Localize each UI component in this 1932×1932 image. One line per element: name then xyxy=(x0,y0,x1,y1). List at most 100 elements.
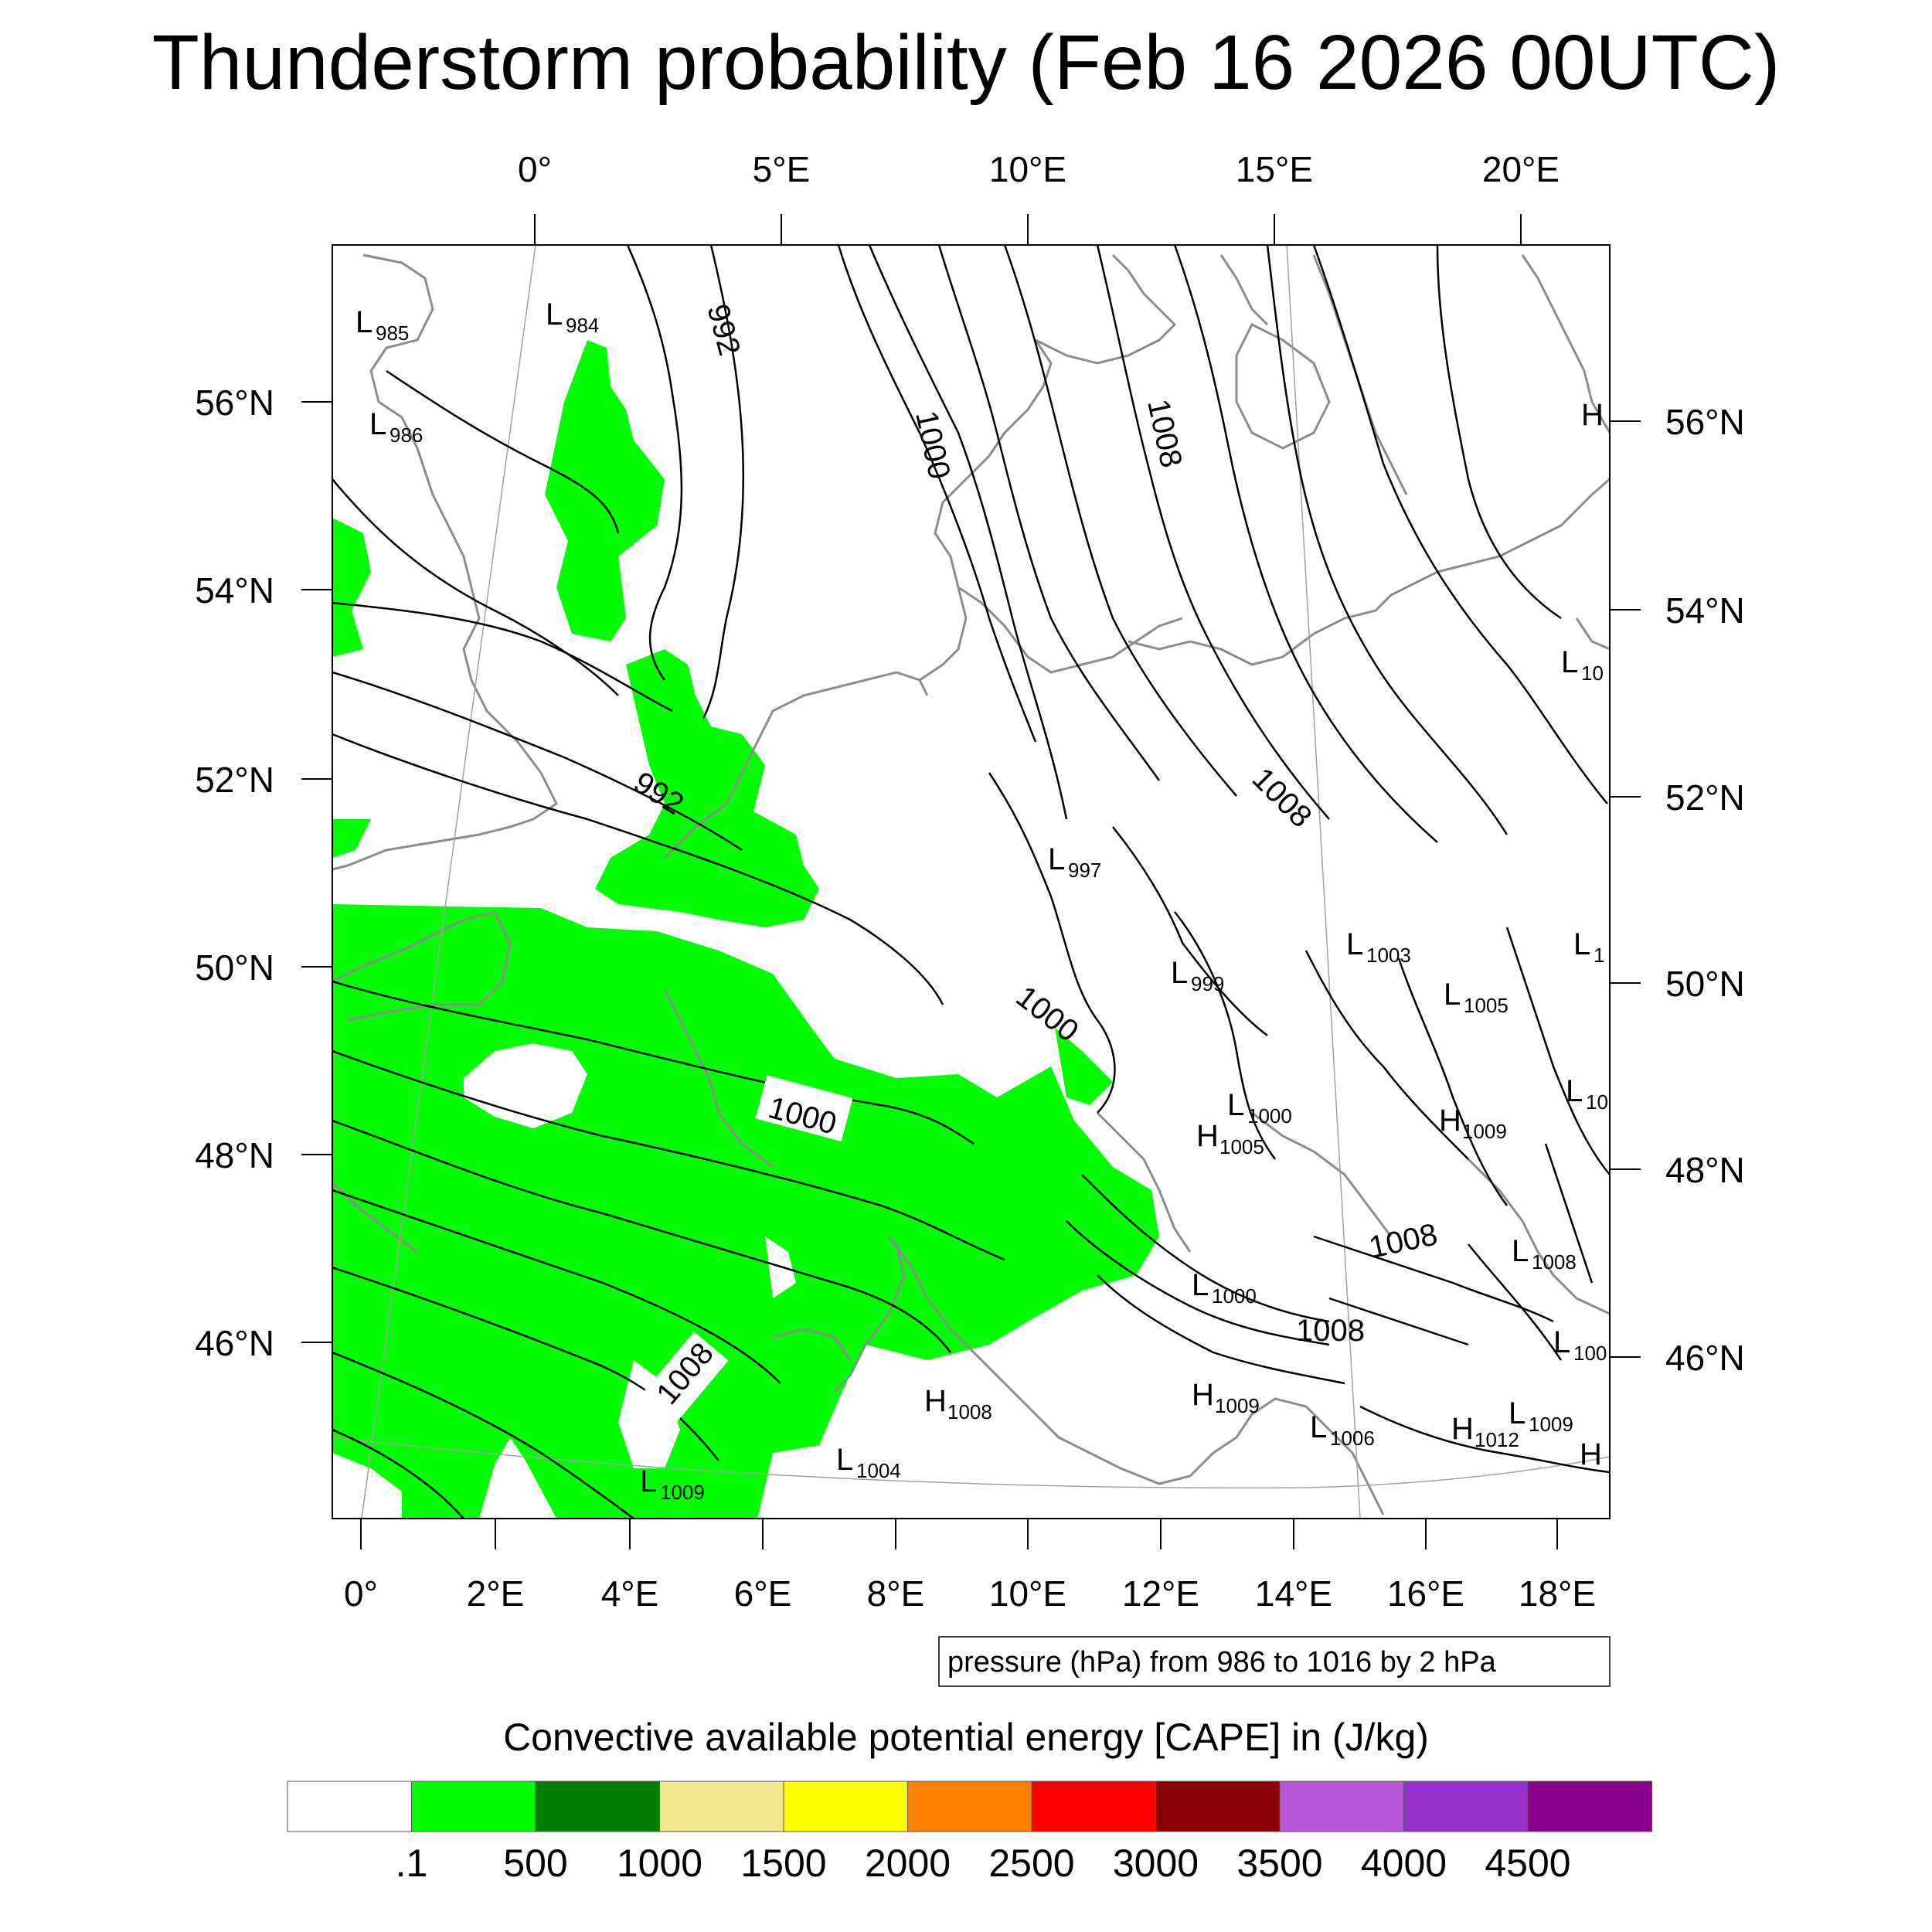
svg-text:1000: 1000 xyxy=(1212,1284,1257,1308)
legend-label: 3000 xyxy=(1113,1842,1199,1885)
svg-text:L: L xyxy=(1512,1234,1529,1268)
right-lat-label: 52°N xyxy=(1665,777,1745,818)
legend-label: 4000 xyxy=(1361,1842,1447,1885)
left-lat-labels: 56°N 54°N 52°N 50°N 48°N 46°N xyxy=(195,383,274,1363)
right-lat-labels: 56°N 54°N 52°N 50°N 48°N 46°N xyxy=(1665,402,1745,1378)
legend-label: .1 xyxy=(396,1842,428,1885)
svg-text:10: 10 xyxy=(1581,662,1604,685)
left-lat-label: 46°N xyxy=(195,1323,274,1363)
bottom-lon-label: 10°E xyxy=(989,1573,1066,1614)
svg-text:L: L xyxy=(546,298,563,332)
bottom-lon-label: 0° xyxy=(344,1573,378,1614)
pressure-center: H 1012 xyxy=(1451,1412,1519,1451)
bottom-lon-label: 2°E xyxy=(467,1573,525,1614)
svg-text:L: L xyxy=(1553,1325,1570,1359)
svg-text:984: 984 xyxy=(566,314,599,337)
legend-label: 1500 xyxy=(740,1842,826,1885)
pressure-center: L 100 xyxy=(1553,1325,1607,1365)
contour-info-box: pressure (hPa) from 986 to 1016 by 2 hPa xyxy=(938,1636,1611,1687)
svg-text:1009: 1009 xyxy=(1215,1394,1260,1417)
left-lat-label: 52°N xyxy=(195,760,274,800)
legend-swatch xyxy=(1403,1781,1529,1832)
svg-text:1009: 1009 xyxy=(1529,1413,1573,1436)
pressure-center: L 985 xyxy=(355,305,409,345)
pressure-center: L 10 xyxy=(1561,645,1604,685)
svg-text:1008: 1008 xyxy=(947,1400,992,1423)
svg-text:H: H xyxy=(1451,1412,1474,1446)
pressure-center: L 997 xyxy=(1048,842,1101,882)
legend-label: 2000 xyxy=(865,1842,951,1885)
svg-text:L: L xyxy=(1566,1074,1583,1108)
legend-swatch xyxy=(659,1781,784,1832)
pressure-center: H 1005 xyxy=(1196,1119,1264,1158)
svg-text:H: H xyxy=(1580,1437,1602,1471)
svg-text:1006: 1006 xyxy=(1330,1427,1375,1450)
svg-text:H: H xyxy=(924,1384,947,1418)
map-panel: 0° 5°E 10°E 15°E 20°E 0° 2°E 4°E 6°E 8°E… xyxy=(195,149,1745,1614)
pressure-center: L 1000 xyxy=(1227,1088,1292,1128)
pressure-center: L 1004 xyxy=(836,1443,901,1482)
svg-text:1005: 1005 xyxy=(1219,1135,1264,1158)
svg-text:100: 100 xyxy=(1573,1342,1607,1365)
cape-gaps xyxy=(332,1043,796,1519)
pressure-center: H 1008 xyxy=(924,1384,992,1423)
map-title: Thunderstorm probability (Feb 16 2026 00… xyxy=(152,19,1781,106)
isobar-label: 1008 xyxy=(1366,1217,1440,1265)
svg-text:L: L xyxy=(1509,1396,1526,1430)
legend-swatch xyxy=(1031,1781,1156,1832)
legend-label: 2500 xyxy=(988,1842,1074,1885)
graticule xyxy=(332,245,1610,1519)
bottom-lon-label: 16°E xyxy=(1387,1573,1464,1614)
svg-text:L: L xyxy=(1561,645,1578,679)
pressure-center: L 1005 xyxy=(1444,978,1509,1017)
svg-text:997: 997 xyxy=(1068,859,1101,882)
isobar-labels: 992 992 1000 1000 1000 1008 1008 1008 10… xyxy=(628,301,1440,1423)
bottom-ticks xyxy=(360,1519,1558,1549)
map-frame xyxy=(332,244,1611,1519)
legend-title: Convective available potential energy [C… xyxy=(503,1716,1429,1759)
left-lat-label: 54°N xyxy=(195,570,274,611)
svg-text:986: 986 xyxy=(389,423,423,447)
isobar-label: 1008 xyxy=(1141,396,1189,471)
svg-text:10: 10 xyxy=(1586,1090,1608,1114)
svg-text:L: L xyxy=(1048,842,1065,876)
right-lat-label: 56°N xyxy=(1665,402,1745,442)
svg-text:1012: 1012 xyxy=(1475,1428,1519,1451)
legend-label: 1000 xyxy=(617,1842,702,1885)
svg-text:L: L xyxy=(1227,1088,1244,1122)
legend-swatch xyxy=(287,1781,412,1832)
legend-label: 500 xyxy=(503,1842,567,1885)
pressure-center: L 10 xyxy=(1566,1074,1608,1114)
bottom-lon-label: 6°E xyxy=(734,1573,792,1614)
isobar-label: 1008 xyxy=(1296,1314,1365,1348)
svg-text:1008: 1008 xyxy=(1532,1250,1577,1274)
pressure-center: L 986 xyxy=(369,407,423,447)
svg-text:L: L xyxy=(1171,956,1188,990)
isobar-label: 992 xyxy=(700,301,747,359)
isobar-label: 1000 xyxy=(909,408,957,482)
legend-swatch xyxy=(1155,1781,1281,1832)
bottom-lon-labels: 0° 2°E 4°E 6°E 8°E 10°E 12°E 14°E 16°E 1… xyxy=(344,1573,1596,1614)
top-lon-label: 15°E xyxy=(1236,149,1313,189)
svg-text:L: L xyxy=(1346,927,1363,961)
pressure-centers: L 985 L 984 L 986 L 997 L 999 L 1003 xyxy=(355,298,1608,1504)
pressure-center: H xyxy=(1580,1437,1602,1471)
legend-swatch xyxy=(1527,1781,1652,1832)
right-lat-label: 50°N xyxy=(1665,964,1745,1004)
left-lat-label: 50°N xyxy=(195,947,274,988)
bottom-lon-label: 14°E xyxy=(1255,1573,1332,1614)
pressure-center: L 1000 xyxy=(1192,1268,1257,1308)
right-lat-label: 48°N xyxy=(1665,1150,1745,1190)
cape-fill-areas xyxy=(332,340,1159,1519)
svg-text:1000: 1000 xyxy=(1247,1104,1292,1128)
svg-text:L: L xyxy=(1192,1268,1209,1302)
pressure-center: H xyxy=(1581,398,1604,432)
svg-text:1003: 1003 xyxy=(1366,944,1411,967)
svg-text:1004: 1004 xyxy=(856,1459,901,1482)
bottom-lon-label: 12°E xyxy=(1122,1573,1199,1614)
svg-text:L: L xyxy=(369,407,386,441)
cape-legend: Convective available potential energy [C… xyxy=(287,1716,1652,1885)
legend-swatch xyxy=(535,1781,660,1832)
top-ticks xyxy=(534,214,1522,245)
